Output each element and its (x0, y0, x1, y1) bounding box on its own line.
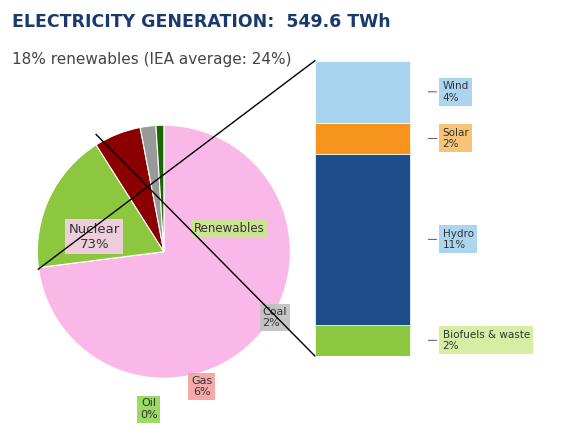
Text: Nuclear
73%: Nuclear 73% (68, 223, 120, 250)
Text: Coal
2%: Coal 2% (263, 307, 287, 328)
Text: 18% renewables (IEA average: 24%): 18% renewables (IEA average: 24%) (12, 52, 291, 67)
Text: ELECTRICITY GENERATION:  549.6 TWh: ELECTRICITY GENERATION: 549.6 TWh (12, 13, 390, 31)
Bar (315, 123, 409, 154)
Text: Oil
0%: Oil 0% (140, 398, 158, 420)
Text: Wind
4%: Wind 4% (428, 81, 469, 102)
Text: Solar
2%: Solar 2% (428, 128, 469, 149)
Wedge shape (39, 125, 290, 378)
Wedge shape (37, 145, 164, 268)
Wedge shape (140, 125, 164, 252)
Text: Hydro
11%: Hydro 11% (428, 229, 474, 250)
Bar (315, 61, 409, 123)
Text: Renewables: Renewables (194, 223, 265, 236)
Bar (315, 154, 409, 325)
Wedge shape (156, 125, 164, 252)
Bar (315, 325, 409, 356)
Wedge shape (96, 128, 164, 252)
Text: Biofuels & waste
2%: Biofuels & waste 2% (428, 329, 530, 351)
Text: Gas
6%: Gas 6% (191, 376, 212, 397)
